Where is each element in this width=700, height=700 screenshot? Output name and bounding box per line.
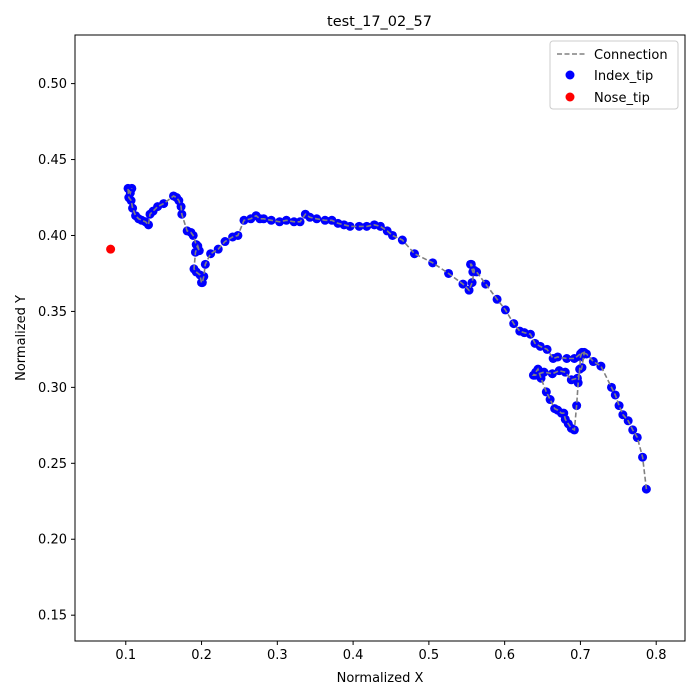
legend-nose-tip-swatch [565, 92, 575, 102]
chart-title: test_17_02_57 [327, 14, 432, 30]
index-tip-point [539, 367, 549, 377]
y-tick-label: 0.35 [38, 305, 67, 320]
x-tick-label: 0.1 [115, 648, 136, 663]
legend-nose-tip-label: Nose_tip [594, 91, 650, 106]
y-tick-label: 0.20 [38, 533, 67, 548]
y-tick-label: 0.50 [38, 77, 67, 92]
x-tick-label: 0.2 [191, 648, 212, 663]
plot-area [74, 34, 686, 642]
index-tip-point [545, 395, 555, 405]
connection-line [127, 188, 648, 490]
series-layer [106, 183, 651, 494]
index-tip-point [191, 240, 201, 250]
index-tip-point [206, 249, 216, 259]
y-tick-label: 0.40 [38, 229, 67, 244]
x-axis: 0.1 0.2 0.3 0.4 0.5 0.6 0.7 0.8 [115, 641, 667, 663]
y-axis: 0.15 0.20 0.25 0.30 0.35 0.40 0.45 0.50 [38, 77, 75, 624]
index-tip-point [562, 354, 572, 364]
index-tip-point [467, 278, 477, 288]
legend-index-tip-swatch [565, 70, 575, 80]
y-axis-label: Normalized Y [14, 295, 29, 381]
index-tip-point [197, 278, 207, 288]
index-tip-point [541, 387, 551, 397]
legend-index-tip-label: Index_tip [594, 69, 653, 84]
index-tip-point [547, 369, 557, 379]
index-tip-point [596, 361, 606, 371]
y-tick-label: 0.45 [38, 153, 67, 168]
legend: Connection Index_tip Nose_tip [549, 40, 679, 110]
x-tick-label: 0.8 [646, 648, 667, 663]
index-tip-point [548, 354, 558, 364]
index-tip-point [641, 484, 651, 494]
y-tick-label: 0.15 [38, 609, 67, 624]
x-axis-label: Normalized X [337, 671, 424, 686]
y-tick-label: 0.25 [38, 457, 67, 472]
axes-frame [74, 34, 686, 642]
x-tick-label: 0.5 [419, 648, 440, 663]
y-tick-label: 0.30 [38, 381, 67, 396]
legend-connection-label: Connection [594, 48, 668, 63]
index-tip-point [128, 203, 138, 213]
legend-box [549, 40, 679, 110]
x-tick-label: 0.7 [570, 648, 591, 663]
x-tick-label: 0.4 [343, 648, 364, 663]
x-tick-label: 0.3 [267, 648, 288, 663]
index-tip-point [614, 401, 624, 411]
nose-tip-point [106, 244, 116, 254]
x-tick-label: 0.6 [494, 648, 515, 663]
